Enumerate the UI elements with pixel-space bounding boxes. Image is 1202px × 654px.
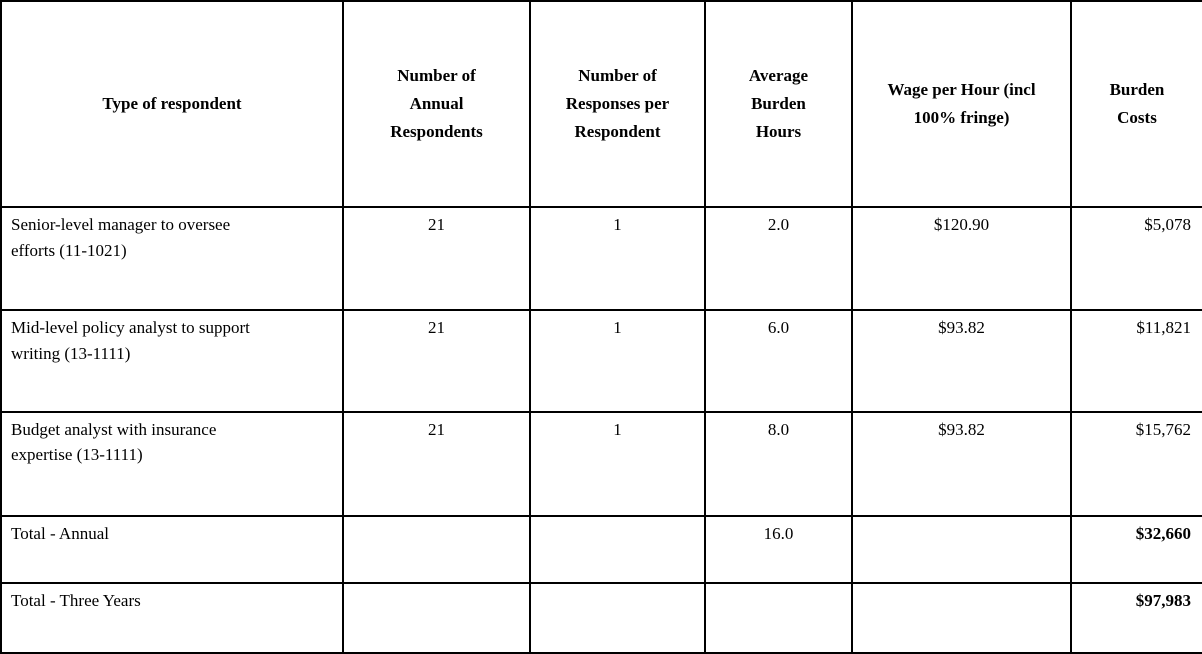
cell-wage-per-hour: $120.90: [851, 205, 1072, 312]
cell-wage-per-hour: $93.82: [851, 410, 1072, 518]
cell-responses-per-respondent: [529, 515, 706, 584]
cell-responses-per-respondent: [529, 581, 706, 654]
table-header-row: Type of respondent Number of Annual Resp…: [0, 0, 1202, 208]
cell-wage-per-hour: $93.82: [851, 309, 1072, 413]
cell-average-burden-hours: 8.0: [704, 410, 853, 518]
cell-responses-per-respondent: 1: [529, 309, 706, 413]
cell-average-burden-hours: 6.0: [704, 309, 853, 413]
table-row-policy-analyst: Mid-level policy analyst to support writ…: [0, 309, 1202, 413]
header-type-of-respondent: Type of respondent: [0, 0, 344, 208]
table-row-senior-manager: Senior-level manager to oversee efforts …: [0, 205, 1202, 312]
cell-wage-per-hour: [851, 515, 1072, 584]
cell-respondent-type: Mid-level policy analyst to support writ…: [0, 309, 344, 413]
header-average-burden-hours: Average Burden Hours: [704, 0, 853, 208]
cell-total-label: Total - Annual: [0, 515, 344, 584]
cell-wage-per-hour: [851, 581, 1072, 654]
header-wage-per-hour: Wage per Hour (incl 100% fringe): [851, 0, 1072, 208]
cell-average-burden-hours: 2.0: [704, 205, 853, 312]
cell-annual-respondents: 21: [342, 410, 531, 518]
header-responses-per-respondent: Number of Responses per Respondent: [529, 0, 706, 208]
cell-burden-costs: $15,762: [1070, 410, 1202, 518]
cell-total-three-years-cost: $97,983: [1070, 581, 1202, 654]
table-row-total-annual: Total - Annual 16.0 $32,660: [0, 515, 1202, 584]
cell-burden-costs: $11,821: [1070, 309, 1202, 413]
cell-responses-per-respondent: 1: [529, 205, 706, 312]
header-burden-costs: Burden Costs: [1070, 0, 1202, 208]
cell-average-burden-hours: 16.0: [704, 515, 853, 584]
cell-average-burden-hours: [704, 581, 853, 654]
cell-annual-respondents: 21: [342, 309, 531, 413]
cell-annual-respondents: 21: [342, 205, 531, 312]
cell-responses-per-respondent: 1: [529, 410, 706, 518]
cell-respondent-type: Senior-level manager to oversee efforts …: [0, 205, 344, 312]
table-row-total-three-years: Total - Three Years $97,983: [0, 581, 1202, 654]
cell-annual-respondents: [342, 515, 531, 584]
cell-respondent-type: Budget analyst with insurance expertise …: [0, 410, 344, 518]
cell-burden-costs: $5,078: [1070, 205, 1202, 312]
table-row-budget-analyst: Budget analyst with insurance expertise …: [0, 410, 1202, 518]
cell-total-annual-cost: $32,660: [1070, 515, 1202, 584]
cell-total-label: Total - Three Years: [0, 581, 344, 654]
header-number-annual-respondents: Number of Annual Respondents: [342, 0, 531, 208]
cell-annual-respondents: [342, 581, 531, 654]
